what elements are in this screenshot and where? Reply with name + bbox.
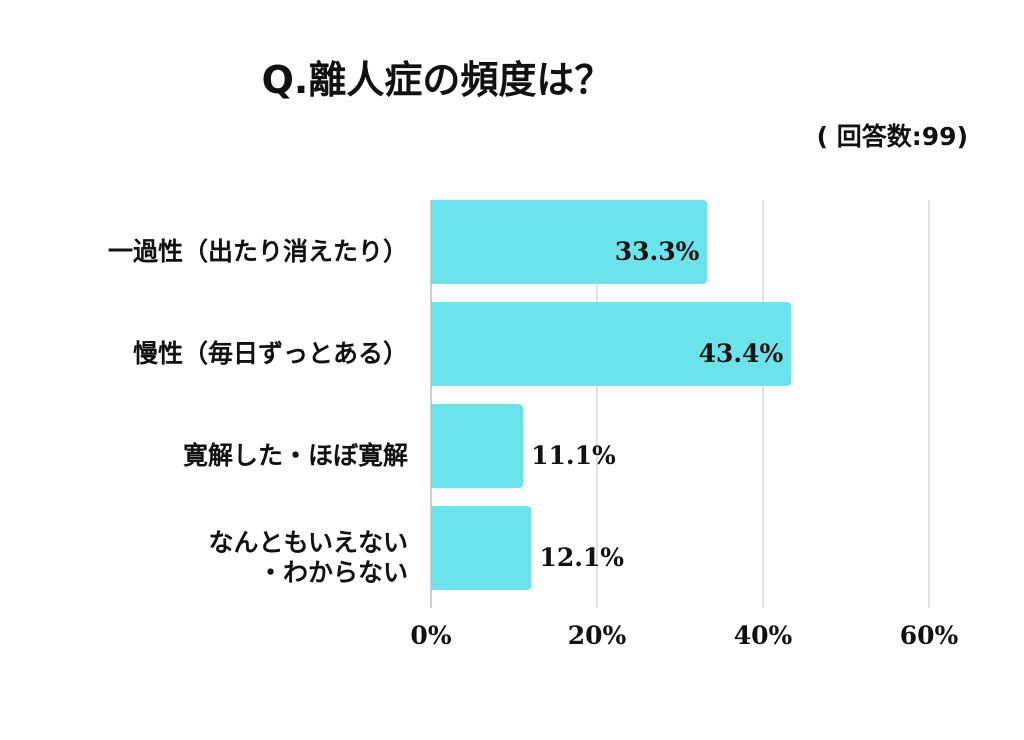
bar xyxy=(431,200,708,284)
category-label: 慢性（毎日ずっとある） xyxy=(133,339,408,368)
value-labels: 33.3% 43.4% 11.1% 12.1% xyxy=(531,237,783,572)
value-label: 43.4% xyxy=(699,339,784,368)
value-label: 11.1% xyxy=(531,441,616,470)
category-labels: 一過性（出たり消えたり） 慢性（毎日ずっとある） 寛解した・ほぼ寛解なんともいえない… xyxy=(108,237,408,587)
x-tick-label: 20% xyxy=(568,621,627,650)
category-label: 一過性（出たり消えたり） xyxy=(108,237,408,266)
bars xyxy=(431,200,792,590)
bar xyxy=(431,302,792,386)
category-label: ・わからない xyxy=(258,558,408,587)
category-label: なんともいえない xyxy=(208,528,408,557)
chart-subtitle: ( 回答数:99) xyxy=(817,122,968,151)
bar xyxy=(431,506,532,590)
bar xyxy=(431,404,524,488)
x-tick-label: 40% xyxy=(734,621,793,650)
chart-title: Q.離人症の頻度は？ xyxy=(262,58,613,102)
x-tick-label: 60% xyxy=(900,621,959,650)
x-tick-label: 0% xyxy=(410,621,451,650)
x-axis-ticks: 0% 20% 40% 60% xyxy=(410,621,958,650)
value-label: 12.1% xyxy=(539,543,624,572)
category-label: 寛解した・ほぼ寛解 xyxy=(183,441,408,470)
value-label: 33.3% xyxy=(615,237,700,266)
